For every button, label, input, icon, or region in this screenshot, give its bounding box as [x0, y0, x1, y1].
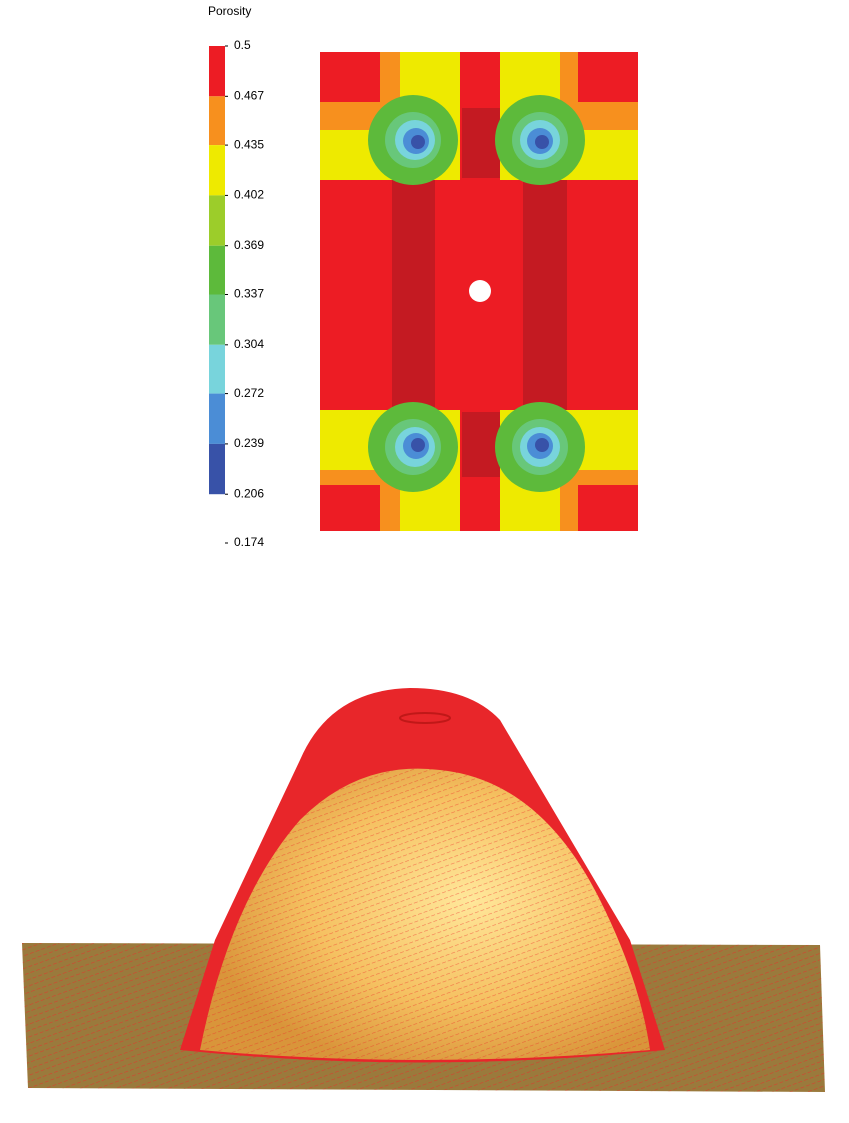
colorbar-tick-label: 0.272 [234, 386, 264, 400]
surface-3d [22, 688, 825, 1092]
colorbar-band [209, 344, 225, 394]
colorbar-band [209, 443, 225, 495]
colorbar-tick-label: 0.369 [234, 238, 264, 252]
colorbar: 0.5 0.467 0.435 0.402 0.369 0.337 0.304 0.272 0.… [209, 38, 264, 549]
colorbar-band [209, 195, 225, 246]
colorbar-band [209, 145, 225, 196]
colorbar-tick-label: 0.5 [234, 38, 251, 52]
colorbar-tick-label: 0.239 [234, 436, 264, 450]
colorbar-band [209, 294, 225, 345]
colorbar-tick-label: 0.467 [234, 88, 264, 102]
colorbar-band [209, 245, 225, 295]
colorbar-band [209, 46, 225, 97]
colorbar-tick-label: 0.402 [234, 188, 264, 202]
colorbar-title: Porosity [208, 4, 251, 18]
colorbar-tick-label: 0.206 [234, 486, 264, 500]
colorbar-band [209, 393, 225, 444]
colorbar-tick-label: 0.304 [234, 337, 264, 351]
colorbar-band [209, 96, 225, 146]
colorbar-tick-label: 0.435 [234, 137, 264, 151]
colorbar-tick-label: 0.337 [234, 287, 264, 301]
contour-map [320, 52, 638, 531]
colorbar-tick-label: 0.174 [234, 535, 264, 549]
